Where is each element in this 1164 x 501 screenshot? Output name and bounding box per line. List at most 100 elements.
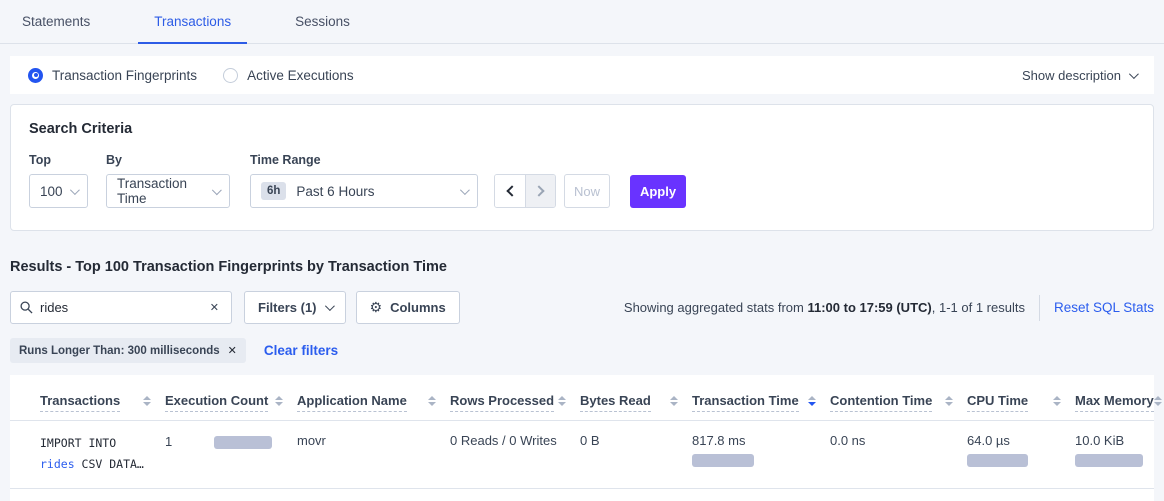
filter-chip[interactable]: Runs Longer Than: 300 milliseconds ✕ <box>10 338 246 363</box>
column-header-application-name: Application Name <box>297 387 450 420</box>
search-criteria-title: Search Criteria <box>29 121 133 137</box>
max-memory-value: 10.0 KiB <box>1075 433 1125 448</box>
time-range-field: Time Range 6h Past 6 Hours <box>250 153 478 208</box>
sort-toggle-icon[interactable] <box>275 396 283 406</box>
column-header-transactions: Transactions <box>40 387 165 420</box>
time-range-label: Time Range <box>250 153 321 167</box>
tab-transactions[interactable]: Transactions <box>138 2 248 44</box>
column-header-max-memory: Max Memory <box>1075 387 1164 420</box>
table-header-row: Transactions Execution Count Application… <box>10 387 1162 420</box>
by-select-value: Transaction Time <box>117 176 188 206</box>
time-range-select[interactable]: 6h Past 6 Hours <box>250 174 478 208</box>
results-heading: Results - Top 100 Transaction Fingerprin… <box>10 259 447 275</box>
radio-transaction-fingerprints[interactable]: Transaction Fingerprints <box>28 67 198 83</box>
vertical-divider <box>1038 294 1040 321</box>
by-field: By Transaction Time <box>106 153 250 208</box>
columns-button[interactable]: ⚙ Columns <box>355 291 460 324</box>
column-header-cpu-time: CPU Time <box>967 387 1075 420</box>
stats-time-range: 11:00 to 17:59 (UTC) <box>807 300 932 315</box>
bytes-read-cell: 0 B <box>580 433 600 448</box>
chip-close-icon[interactable]: ✕ <box>227 345 237 357</box>
tab-statements[interactable]: Statements <box>22 14 91 29</box>
view-toggle-group: Transaction Fingerprints Active Executio… <box>28 67 354 83</box>
filter-chip-label: Runs Longer Than: 300 milliseconds <box>19 344 220 357</box>
apply-button[interactable]: Apply <box>630 175 686 208</box>
search-criteria-form: Top 100 By Transaction Time Time Range 6… <box>29 153 1135 208</box>
sort-toggle-icon-active-desc[interactable] <box>808 396 816 406</box>
column-header-transaction-time: Transaction Time <box>692 387 830 420</box>
rows-processed-cell: 0 Reads / 0 Writes <box>450 433 557 448</box>
time-prev-button[interactable] <box>495 175 525 207</box>
search-input[interactable] <box>40 300 207 315</box>
table-header-divider <box>10 420 1154 421</box>
clear-filters-link[interactable]: Clear filters <box>263 343 339 358</box>
gear-icon: ⚙ <box>369 299 383 315</box>
transaction-time-value: 817.8 ms <box>692 433 746 448</box>
chevron-down-icon <box>324 301 335 312</box>
top-field: Top 100 <box>29 153 106 208</box>
now-button[interactable]: Now <box>564 174 610 208</box>
chevron-down-icon <box>212 184 222 195</box>
time-next-button[interactable] <box>525 175 555 207</box>
radio-unselected-icon <box>223 67 239 83</box>
execution-count-bar <box>214 436 273 449</box>
table-link[interactable]: rides <box>40 457 75 472</box>
transaction-time-bar <box>692 454 754 467</box>
column-header-contention-time: Contention Time <box>830 387 967 420</box>
time-range-value: Past 6 Hours <box>296 183 375 199</box>
by-select[interactable]: Transaction Time <box>106 174 230 208</box>
radio-label: Transaction Fingerprints <box>52 67 198 83</box>
search-icon <box>20 301 33 314</box>
top-select[interactable]: 100 <box>29 174 88 208</box>
search-clear-icon[interactable]: ✕ <box>209 302 219 314</box>
sort-toggle-icon[interactable] <box>1153 396 1162 406</box>
sort-toggle-icon[interactable] <box>143 396 151 406</box>
sort-toggle-icon[interactable] <box>428 396 436 406</box>
top-label: Top <box>29 153 51 167</box>
contention-time-cell: 0.0 ns <box>830 433 866 448</box>
top-select-value: 100 <box>40 183 63 199</box>
radio-active-executions[interactable]: Active Executions <box>223 67 354 83</box>
filters-button-label: Filters (1) <box>258 300 317 315</box>
reset-sql-stats-link[interactable]: Reset SQL Stats <box>1053 300 1154 315</box>
results-search-box: ✕ <box>10 291 232 324</box>
sql-line-2: rides CSV DATA… <box>40 457 144 472</box>
filters-button[interactable]: Filters (1) <box>244 291 346 324</box>
sort-toggle-icon[interactable] <box>945 396 953 406</box>
chevron-left-icon <box>505 185 518 197</box>
search-criteria-card: Search Criteria Top 100 By Transaction T… <box>10 104 1154 231</box>
transaction-statement-cell[interactable]: IMPORT INTO rides CSV DATA… <box>40 433 165 476</box>
sort-toggle-icon[interactable] <box>1053 396 1061 406</box>
execution-count-value: 1 <box>165 433 173 449</box>
time-pager <box>494 174 556 208</box>
cpu-time-cell: 64.0 µs <box>967 433 1075 476</box>
chevron-down-icon <box>1128 68 1139 79</box>
cpu-time-bar <box>967 454 1028 467</box>
filter-chip-row: Runs Longer Than: 300 milliseconds ✕ Cle… <box>10 338 1154 363</box>
table-row[interactable]: IMPORT INTO rides CSV DATA… 1 movr 0 Rea… <box>10 421 1154 489</box>
application-name-cell: movr <box>297 433 326 448</box>
column-header-rows-processed: Rows Processed <box>450 387 580 420</box>
chevron-right-icon <box>533 185 545 197</box>
radio-label: Active Executions <box>247 67 354 83</box>
view-toggle-bar: Transaction Fingerprints Active Executio… <box>10 56 1154 94</box>
radio-selected-icon <box>28 67 43 83</box>
max-memory-bar <box>1075 454 1143 467</box>
sort-toggle-icon[interactable] <box>670 396 678 406</box>
chevron-down-icon <box>459 184 470 195</box>
tab-sessions[interactable]: Sessions <box>295 14 350 29</box>
cpu-time-value: 64.0 µs <box>967 433 1010 448</box>
max-memory-cell: 10.0 KiB <box>1075 433 1153 476</box>
transaction-time-cell: 817.8 ms <box>692 433 830 476</box>
column-header-bytes-read: Bytes Read <box>580 387 692 420</box>
sort-toggle-icon[interactable] <box>558 396 566 406</box>
show-description-toggle[interactable]: Show description <box>1022 67 1139 83</box>
page-tabs: Statements Transactions Sessions <box>0 0 1164 44</box>
chevron-down-icon <box>69 184 80 195</box>
show-description-label: Show description <box>1022 67 1121 83</box>
column-header-execution-count: Execution Count <box>165 387 297 420</box>
results-table-panel: Transactions Execution Count Application… <box>10 375 1162 501</box>
results-controls-row: ✕ Filters (1) ⚙ Columns Showing aggregat… <box>10 291 1154 324</box>
by-label: By <box>106 153 122 167</box>
time-range-badge: 6h <box>261 182 287 200</box>
